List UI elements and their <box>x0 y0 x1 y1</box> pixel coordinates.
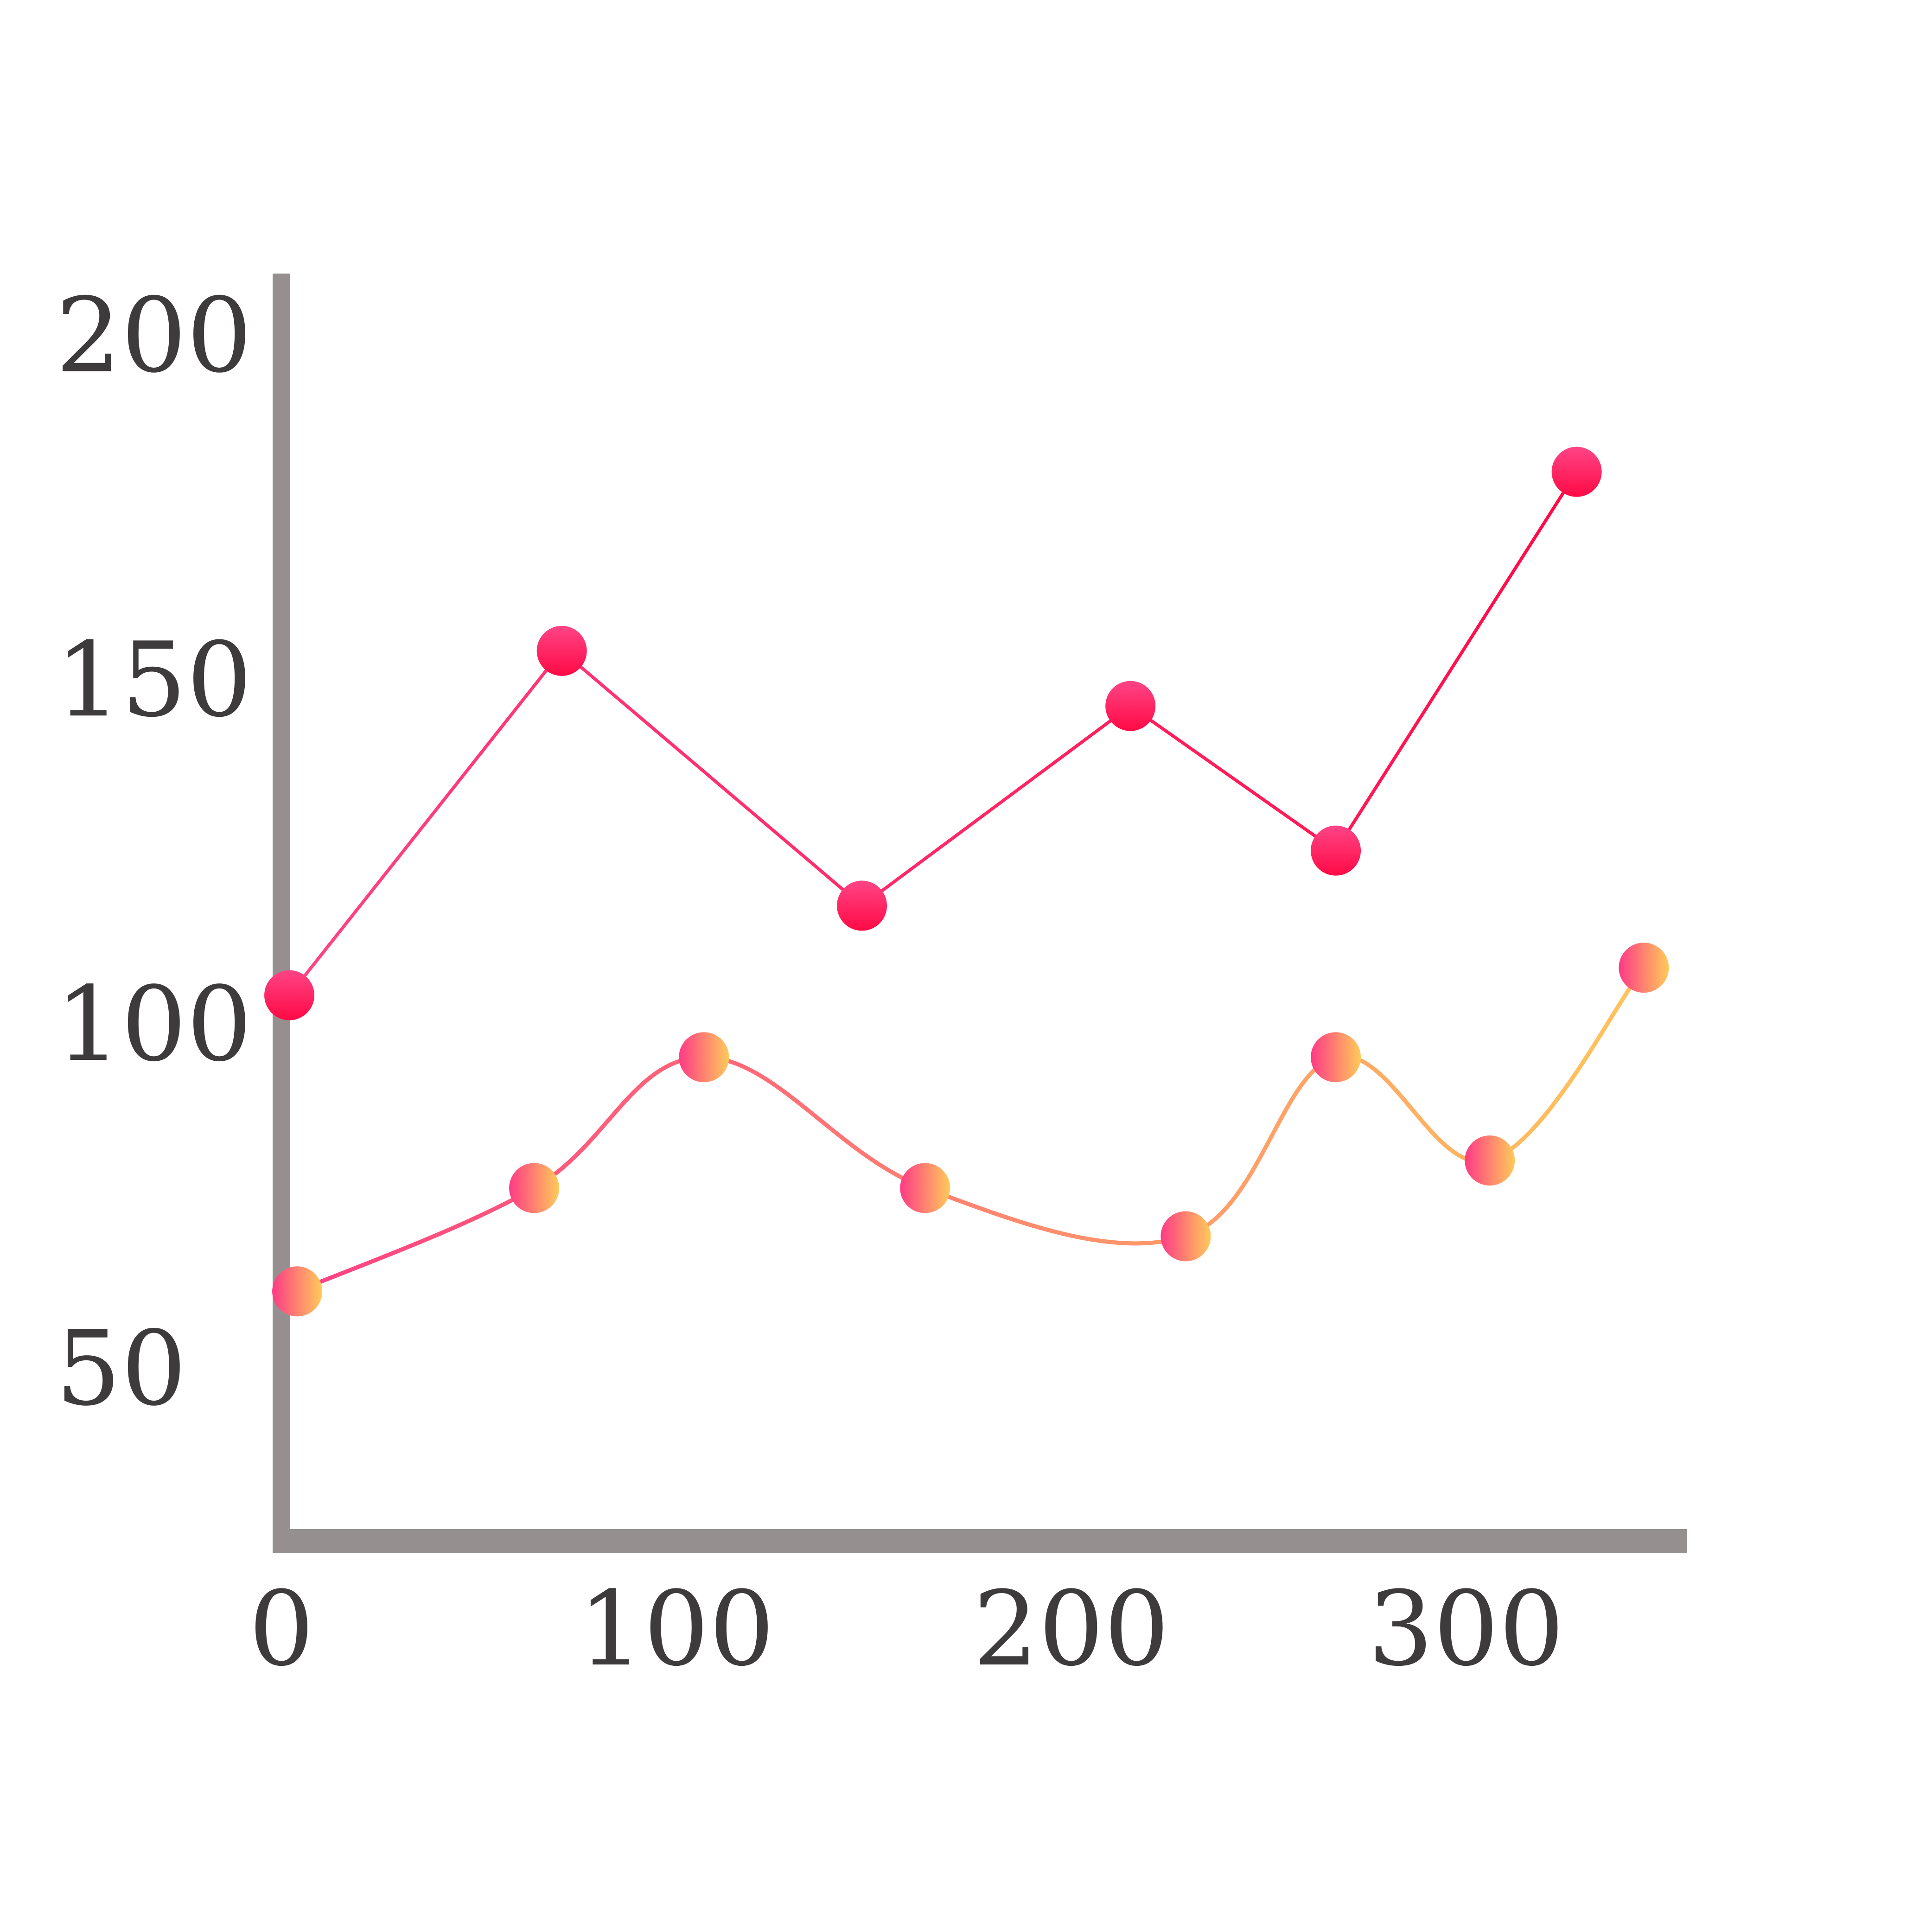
series-2-point <box>1311 1032 1361 1083</box>
axes <box>273 274 1687 1553</box>
x-tick-label: 0 <box>249 1569 314 1689</box>
y-axis-line <box>273 274 290 1553</box>
y-tick-label: 50 <box>56 1309 187 1429</box>
series-2-line <box>296 966 1645 1294</box>
x-tick-label: 200 <box>973 1569 1170 1689</box>
series-2-point <box>900 1163 950 1213</box>
series-1-point <box>837 880 887 931</box>
series-1-point <box>1105 681 1156 731</box>
series-1-line <box>288 471 1578 996</box>
series-1-point <box>536 625 587 676</box>
series-2-point <box>1619 943 1669 993</box>
series-2-point <box>679 1032 729 1083</box>
tick-labels: 0 100 200 300 50 100 150 200 <box>56 276 1564 1689</box>
y-tick-label: 100 <box>56 965 252 1084</box>
series-2 <box>272 943 1669 1317</box>
series-1-point <box>1551 446 1602 497</box>
series-2-point <box>1160 1211 1211 1262</box>
x-axis-line <box>273 1529 1687 1553</box>
series-2-point <box>1465 1135 1515 1186</box>
x-tick-label: 300 <box>1368 1569 1564 1689</box>
y-tick-label: 150 <box>56 620 252 740</box>
series-1-point <box>1311 825 1361 876</box>
series-2-point <box>509 1163 560 1213</box>
series-1-point <box>264 970 315 1020</box>
series-layer <box>264 446 1669 1317</box>
series-2-point <box>272 1266 323 1317</box>
y-tick-label: 200 <box>56 276 252 396</box>
x-tick-label: 100 <box>578 1569 775 1689</box>
series-1 <box>264 446 1602 1020</box>
